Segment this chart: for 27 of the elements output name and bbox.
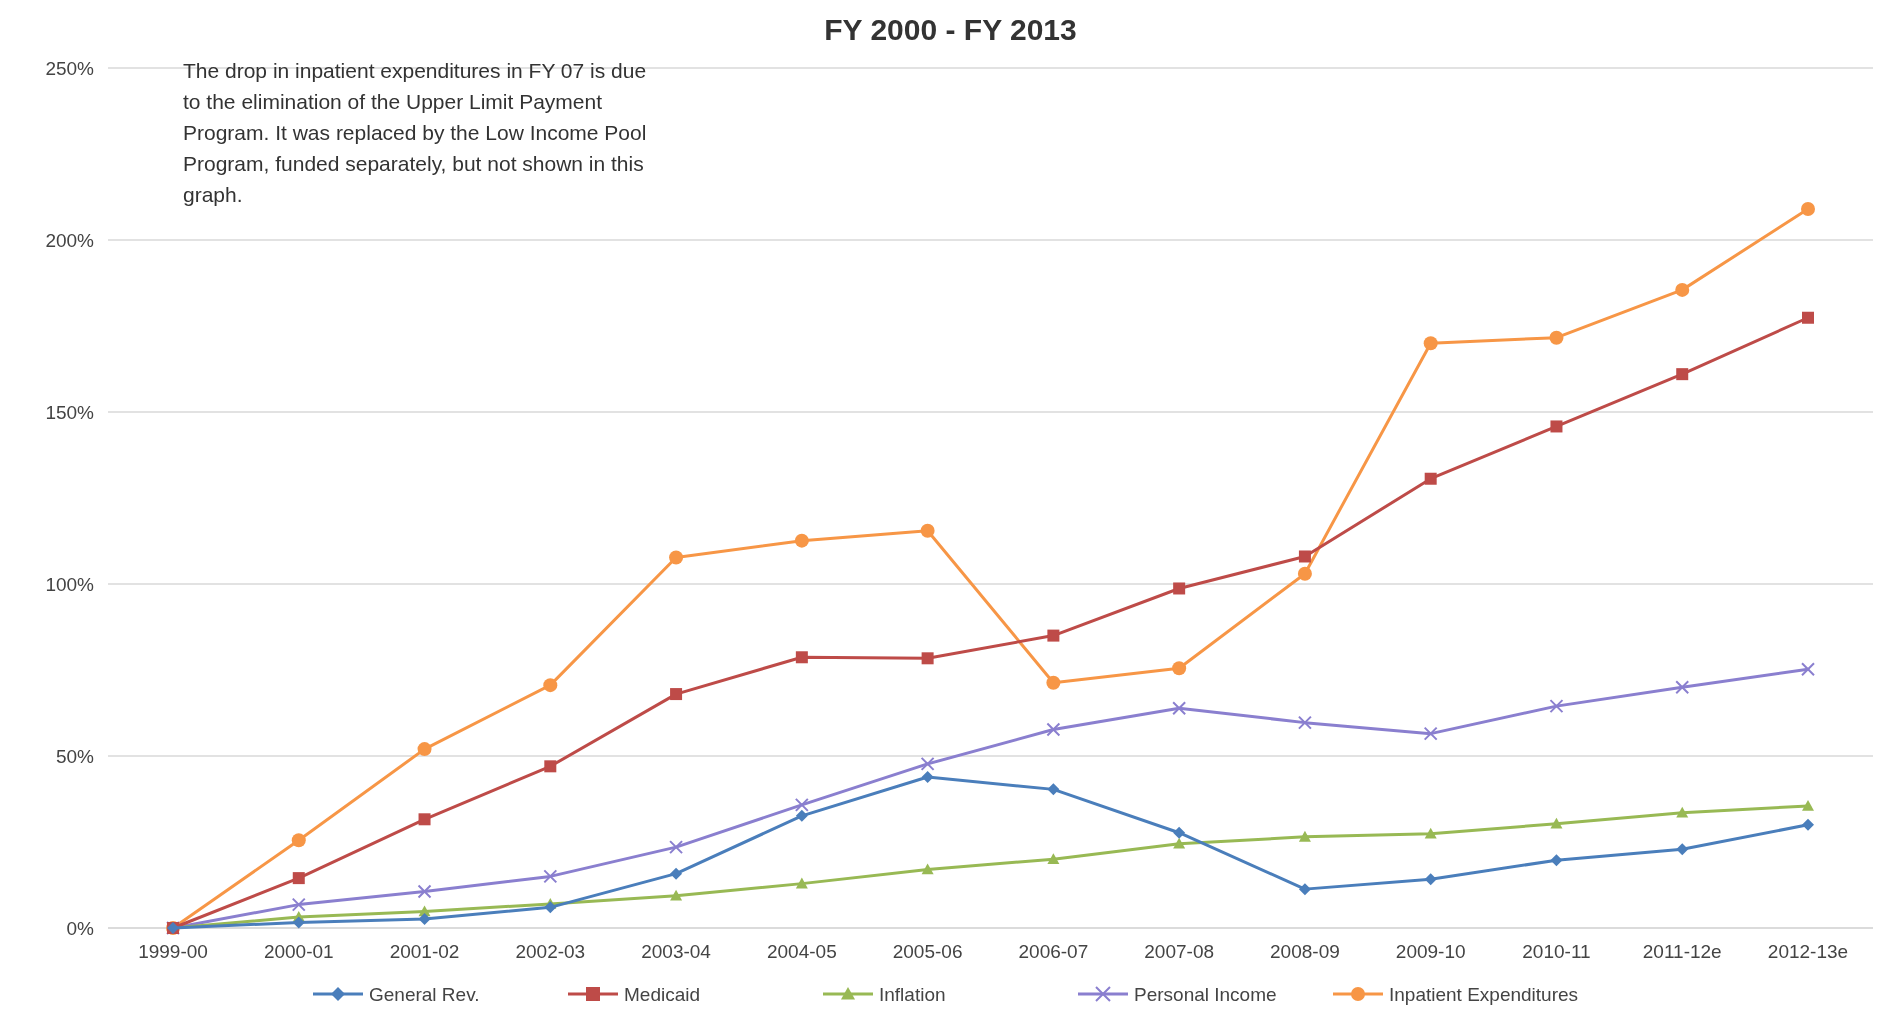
x-tick-label: 2012-13e [1767, 941, 1849, 962]
legend-label: General Rev. [369, 983, 480, 1005]
x-tick-label: 2002-03 [515, 941, 586, 962]
x-tick-label: 2004-05 [766, 941, 837, 962]
x-tick-label: 2000-01 [263, 941, 334, 962]
legend-label: Personal Income [1134, 983, 1277, 1005]
x-tick-label: 2001-02 [389, 941, 460, 962]
x-tick-label: 2005-06 [892, 941, 963, 962]
chart-title: FY 2000 - FY 2013 [824, 13, 1077, 46]
legend-label: Medicaid [624, 983, 701, 1005]
y-tick-label: 150% [45, 401, 95, 423]
x-tick-label: 2007-08 [1144, 941, 1215, 962]
y-tick-label: 100% [45, 573, 95, 595]
x-tick-label: 2008-09 [1270, 941, 1340, 962]
y-tick-label: 0% [66, 917, 95, 939]
legend-label: Inflation [879, 983, 946, 1005]
y-tick-label: 50% [55, 745, 95, 767]
x-tick-label: 2011-12e [1642, 941, 1722, 962]
y-tick-label: 200% [45, 229, 95, 251]
legend-label: Inpatient Expenditures [1389, 983, 1579, 1005]
x-tick-label: 1999-00 [138, 941, 208, 962]
annotation: The drop in inpatient expenditures in FY 07 is due to the elimination of the Upper Limit Payment Program. It was replaced by the Low Income Pool Program, funded separately, but not shown in this graph. [183, 59, 647, 206]
x-tick-label: 2006-07 [1018, 941, 1089, 962]
y-tick-label: 250% [45, 57, 95, 79]
x-tick-label: 2010-11 [1522, 941, 1591, 962]
x-tick-label: 2003-04 [641, 941, 712, 962]
x-tick-label: 2009-10 [1395, 941, 1466, 962]
